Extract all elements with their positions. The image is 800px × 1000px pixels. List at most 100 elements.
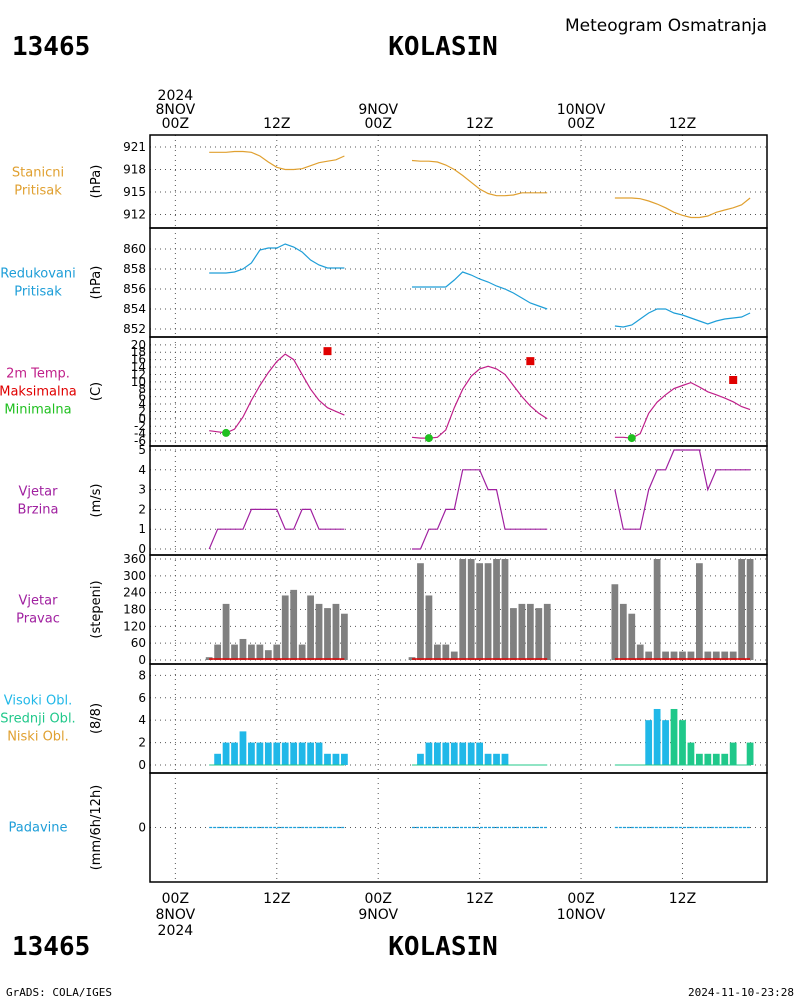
direction-bar [332,603,340,660]
minimum-marker [424,434,433,443]
y-tick-label: 5 [138,443,146,457]
direction-bar [738,559,746,660]
series-line [614,308,751,328]
direction-bar [341,613,348,660]
panel-label: Maksimalna [0,385,77,400]
y-tick-label: 300 [123,569,146,583]
direction-bar [442,644,450,660]
cloud-bar [670,708,678,765]
y-tick-label: 14 [131,360,146,374]
top-time-label: 12Z [466,116,493,132]
y-tick-label: 3 [138,483,146,497]
direction-bar [433,644,441,660]
cloud-bar [324,753,331,765]
y-tick-label: 8 [138,668,146,682]
direction-bar [324,608,331,660]
bottom-time-label: 10NOV [557,907,606,923]
series-line [209,243,345,274]
y-tick-label: 60 [131,636,146,650]
direction-bar [611,584,619,660]
bottom-time-label: 00Z [162,891,189,907]
cloud-bar [687,742,695,765]
series-line [208,508,345,550]
y-tick-label: 6 [138,691,146,705]
direction-bar [746,559,754,660]
cloud-bar [256,742,264,765]
y-tick-label: 16 [131,353,146,367]
series-line [614,381,751,439]
cloud-bar [721,753,729,765]
y-tick-label: 918 [123,163,146,177]
direction-bar [281,595,289,660]
y-tick-label: 2 [138,736,146,750]
series-line [412,271,548,310]
cloud-bar [746,742,754,765]
y-tick-label: 240 [123,586,146,600]
cloud-bar [417,753,424,765]
series-line [411,365,548,439]
plot-area [208,449,751,550]
y-tick-label: 858 [123,262,146,276]
direction-bar [645,651,653,660]
panel-label: Brzina [18,503,59,518]
cloud-bar [662,720,669,765]
direction-bar [670,651,678,660]
panel-label: Vjetar [19,594,59,609]
direction-bar [450,651,458,660]
top-time-label: 8NOV [155,102,195,118]
cloud-bar [653,708,661,765]
series-line [209,353,345,434]
y-tick-label: 2 [138,404,146,418]
cloud-bar [704,753,712,765]
direction-bar [653,559,661,660]
station-name-top: KOLASIN [388,32,498,62]
panel-wind: 0 1 2 3 4 5 Vjetar Brzina (m/s) [18,443,768,556]
bottom-time-label: 9NOV [358,907,398,923]
panel-border [149,336,768,447]
top-time-label: 9NOV [358,102,398,118]
cloud-bar [231,742,238,765]
station-id-bottom: 13465 [12,932,90,962]
y-tick-label: 915 [123,185,146,199]
direction-bar [696,563,703,660]
bottom-time-label: 12Z [669,891,696,907]
y-tick-label: -6 [134,434,146,448]
y-tick-label: 0 [138,542,146,556]
cloud-bar [450,742,458,765]
plot-area [209,243,751,328]
unit-label: (stepeni) [89,580,104,638]
unit-label: (mm/6h/12h) [89,785,104,871]
y-tick-label: 860 [123,242,146,256]
y-tick-label: 0 [138,758,146,772]
cloud-bar [264,742,272,765]
y-tick-label: 854 [123,302,146,316]
direction-bar [535,608,543,660]
panel-border [149,134,768,229]
panel-label: Visoki Obl. [4,694,72,709]
y-tick-label: -2 [134,419,146,433]
direction-bar [467,559,475,660]
cloud-bar [273,742,281,765]
direction-bar [315,603,323,660]
y-tick-label: 856 [123,282,146,296]
direction-bar [493,559,500,660]
plot-area [205,559,754,660]
direction-bar [721,651,729,660]
direction-bar [214,644,221,660]
minimum-marker [222,428,231,437]
series-line [614,197,751,219]
y-tick-label: 852 [123,322,146,336]
direction-bar [273,644,281,660]
panel-border [149,772,768,883]
series-line [412,469,548,550]
direction-bar [222,603,230,660]
bottom-time-label: 2024 [158,923,194,939]
cloud-bar [433,742,441,765]
series-line [209,150,345,171]
unit-label: (hPa) [89,165,104,199]
y-tick-label: 4 [138,463,146,477]
minimum-marker [627,434,636,443]
top-time-label: 12Z [263,116,290,132]
cloud-bar [442,742,450,765]
